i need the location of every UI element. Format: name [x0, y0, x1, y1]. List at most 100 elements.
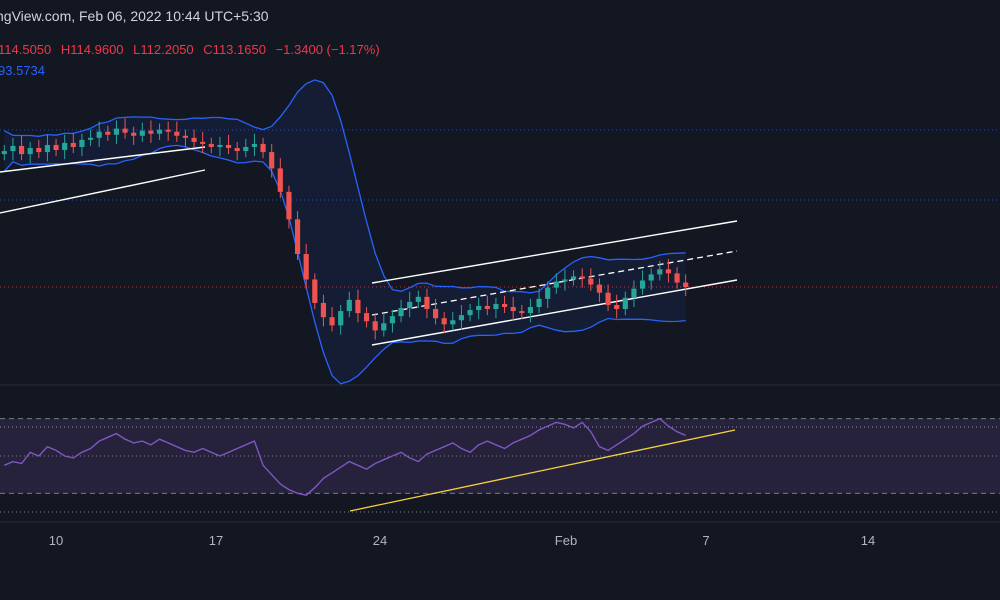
candle-0 [1, 144, 7, 161]
candle-body-48 [415, 296, 421, 302]
candle-body-42 [363, 313, 370, 322]
ohlc-high: H114.9600 [60, 42, 124, 57]
candle-body-1 [10, 145, 16, 152]
candle-48 [415, 290, 421, 309]
candle-body-30 [260, 143, 266, 153]
candle-1 [10, 137, 16, 161]
candle-body-53 [458, 315, 465, 321]
candle-21 [182, 129, 189, 147]
candle-62 [536, 288, 542, 314]
candle-17 [148, 120, 154, 143]
candle-61 [527, 298, 534, 323]
candle-body-51 [441, 318, 447, 325]
candle-63 [545, 281, 551, 309]
candle-2 [18, 135, 25, 161]
candle-77 [665, 259, 672, 283]
candle-body-70 [605, 292, 611, 305]
left-channel-upper [0, 146, 206, 173]
candle-body-71 [614, 304, 620, 310]
candle-43 [372, 313, 378, 340]
candle-69 [596, 278, 603, 302]
candle-body-33 [286, 191, 292, 220]
candle-body-16 [139, 130, 145, 136]
chart-source-line: ngView.com, Feb 06, 2022 10:44 UTC+5:30 [0, 8, 269, 24]
bollinger-fill [4, 79, 686, 384]
candle-52 [450, 312, 456, 331]
indicator-readout: 93.5734 [0, 63, 45, 78]
candle-body-67 [579, 276, 585, 279]
candle-34 [294, 211, 301, 261]
ohlc-readout: 114.5050 H114.9600 L112.2050 C113.1650 −… [0, 42, 386, 57]
candle-10 [87, 129, 94, 146]
candle-56 [484, 295, 490, 316]
right-channel-upper [371, 220, 738, 284]
candle-12 [105, 125, 111, 141]
candle-body-13 [113, 128, 120, 135]
candle-36 [312, 273, 318, 310]
candle-55 [476, 297, 482, 320]
candle-54 [467, 303, 473, 322]
bollinger-lower [3, 144, 686, 385]
candle-body-79 [683, 282, 689, 287]
candle-body-46 [398, 308, 404, 317]
candle-body-22 [191, 137, 197, 142]
candle-body-66 [570, 276, 577, 280]
candle-7 [62, 134, 68, 160]
candle-24 [208, 137, 214, 154]
candle-body-68 [588, 278, 594, 285]
pane-grid [0, 129, 1000, 523]
candle-body-11 [96, 131, 102, 138]
candle-44 [381, 313, 387, 337]
candle-body-61 [527, 307, 534, 314]
candle-9 [79, 133, 85, 157]
candle-8 [70, 132, 76, 154]
ohlc-change: −1.3400 (−1.17%) [275, 42, 380, 57]
rsi-line [4, 417, 686, 496]
candle-body-37 [320, 302, 327, 318]
candle-79 [683, 274, 689, 297]
candle-body-59 [510, 307, 516, 312]
right-channel-lower [371, 279, 738, 346]
left-channel-lower [0, 169, 206, 214]
candle-body-52 [450, 320, 456, 325]
candle-42 [363, 307, 370, 328]
candle-28 [243, 138, 249, 158]
candle-body-40 [346, 299, 352, 312]
candle-53 [458, 304, 465, 330]
candle-body-57 [493, 303, 499, 310]
candle-72 [622, 291, 628, 316]
candle-body-2 [18, 145, 25, 155]
candle-body-74 [639, 280, 646, 289]
candle-37 [320, 294, 327, 327]
candle-body-77 [665, 269, 672, 274]
candle-body-36 [312, 279, 318, 303]
candle-5 [44, 134, 51, 162]
candle-body-47 [407, 301, 413, 309]
candle-71 [614, 294, 620, 319]
bollinger-upper [3, 79, 686, 294]
candle-body-56 [484, 305, 490, 310]
candle-23 [200, 131, 206, 154]
candle-body-64 [553, 281, 559, 288]
candle-31 [269, 143, 275, 178]
candle-26 [225, 134, 232, 155]
candle-45 [389, 310, 396, 333]
candle-11 [96, 121, 102, 147]
candle-58 [501, 295, 508, 314]
candle-body-41 [355, 299, 361, 314]
candle-body-44 [381, 323, 387, 331]
candle-14 [122, 118, 128, 139]
candle-body-54 [467, 310, 473, 316]
candle-body-45 [389, 316, 396, 324]
candle-70 [605, 284, 611, 312]
candle-body-6 [53, 144, 59, 151]
bollinger-bands [3, 79, 686, 385]
candle-body-26 [225, 144, 232, 148]
candle-15 [131, 126, 137, 145]
candle-60 [519, 304, 525, 320]
candle-body-8 [70, 142, 76, 147]
candle-body-9 [79, 139, 85, 147]
x-tick-label-4: 7 [702, 533, 709, 548]
